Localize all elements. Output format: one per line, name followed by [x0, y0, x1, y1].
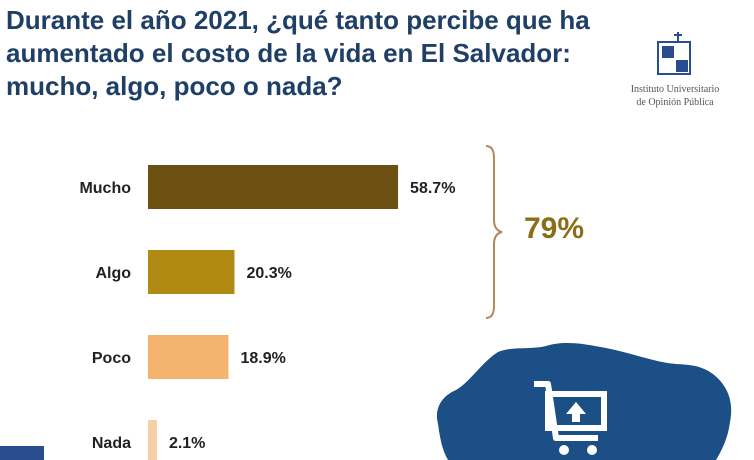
title-line-1: Durante el año 2021, ¿qué tanto percibe …	[6, 5, 590, 35]
bar-poco	[148, 335, 229, 379]
value-label-mucho: 58.7%	[410, 180, 455, 197]
category-label-poco: Poco	[92, 350, 131, 367]
bracket	[485, 145, 503, 319]
bar-algo	[148, 250, 235, 294]
bar-mucho	[148, 165, 399, 209]
value-label-algo: 20.3%	[246, 265, 291, 282]
title-line-3: mucho, algo, poco o nada?	[6, 71, 343, 101]
iudop-logo-icon	[657, 32, 691, 75]
bar-chart: Mucho 58.7% Algo 20.3% Poco 18.9% Nada 2.1%	[79, 145, 503, 460]
logo-text-line-2: de Opinión Pública	[636, 97, 714, 108]
iudop-logo: Instituto Universitario de Opinión Públi…	[610, 28, 740, 118]
title-line-2: aumentado el costo de la vida en El Salv…	[6, 38, 571, 68]
value-label-poco: 18.9%	[241, 350, 286, 367]
summary-percentage: 79%	[524, 212, 585, 245]
page-title: Durante el año 2021, ¿qué tanto percibe …	[6, 4, 606, 103]
logo-text-line-1: Instituto Universitario	[630, 84, 720, 95]
shopping-cart-icon	[534, 381, 607, 455]
el-salvador-map-icon	[436, 342, 732, 460]
bar-nada	[148, 420, 157, 460]
category-label-nada: Nada	[92, 435, 131, 452]
corner-video-logo	[0, 446, 44, 460]
category-label-mucho: Mucho	[79, 180, 131, 197]
value-label-nada: 2.1%	[169, 435, 205, 452]
category-label-algo: Algo	[95, 265, 131, 282]
